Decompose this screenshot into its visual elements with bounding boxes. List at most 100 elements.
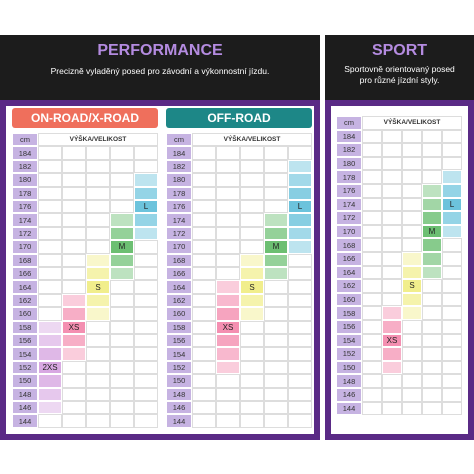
grid-cell	[288, 293, 312, 308]
grid-cell	[402, 224, 422, 239]
size-cell	[382, 360, 402, 375]
grid-cell	[134, 280, 158, 294]
grid-cell	[442, 374, 462, 388]
grid-cell	[264, 334, 288, 348]
grid-cell	[240, 186, 264, 200]
size-cell	[442, 184, 462, 198]
grid-cell	[86, 334, 110, 348]
size-label: S	[249, 282, 255, 292]
grid-cell	[382, 252, 402, 266]
grid-cell	[86, 401, 110, 415]
grid-cell	[362, 252, 382, 266]
height-cell: 176	[166, 200, 192, 214]
size-cell	[442, 197, 462, 212]
size-cell	[422, 211, 442, 225]
height-cell: 180	[336, 156, 362, 171]
grid-cell	[110, 173, 134, 187]
grid-cell	[240, 200, 264, 214]
grid-cell	[134, 253, 158, 267]
grid-cell	[134, 159, 158, 174]
grid-cell	[216, 200, 240, 214]
grid-cell	[216, 173, 240, 187]
grid-cell	[442, 388, 462, 402]
size-cell	[442, 211, 462, 225]
grid-cell	[134, 240, 158, 254]
grid-cell	[264, 414, 288, 428]
grid-cell	[362, 184, 382, 198]
grid-cell	[62, 280, 86, 294]
grid-cell	[134, 414, 158, 428]
grid-cell	[110, 414, 134, 428]
grid-cell	[442, 129, 462, 144]
grid-cell	[62, 267, 86, 281]
grid-cell	[422, 360, 442, 375]
height-cell: 160	[166, 307, 192, 321]
grid-cell	[422, 156, 442, 171]
grid-cell	[422, 292, 442, 307]
size-cell	[216, 307, 240, 321]
grid-cell	[264, 347, 288, 361]
height-cell: 168	[12, 253, 38, 267]
size-cell	[288, 240, 312, 254]
size-cell	[288, 213, 312, 227]
height-cell: 174	[166, 213, 192, 227]
grid-cell	[382, 224, 402, 239]
column-header: VÝŠKA/VELIKOST	[362, 116, 462, 130]
height-cell: 146	[336, 388, 362, 402]
grid-cell	[110, 320, 134, 334]
height-cell: 158	[166, 320, 192, 334]
size-cell	[422, 224, 442, 239]
grid-cell	[240, 334, 264, 348]
height-cell: 148	[336, 374, 362, 388]
grid-cell	[192, 334, 216, 348]
grid-cell	[134, 401, 158, 415]
grid-cell	[86, 414, 110, 428]
grid-cell	[264, 374, 288, 388]
size-label: XS	[386, 335, 398, 345]
size-label: S	[409, 281, 415, 291]
grid-cell	[288, 280, 312, 294]
grid-cell	[38, 186, 62, 200]
height-cell: 150	[166, 374, 192, 388]
column-header: VÝŠKA/VELIKOST	[192, 133, 312, 147]
grid-cell	[362, 279, 382, 293]
grid-cell	[240, 213, 264, 227]
grid-cell	[362, 170, 382, 184]
grid-cell	[240, 146, 264, 160]
grid-cell	[422, 129, 442, 144]
height-cell: 166	[166, 267, 192, 281]
height-cell: 172	[166, 226, 192, 241]
size-cell	[216, 347, 240, 361]
grid-cell	[288, 374, 312, 388]
grid-cell	[288, 146, 312, 160]
grid-cell	[62, 401, 86, 415]
grid-cell	[264, 360, 288, 375]
grid-cell	[264, 293, 288, 308]
unit-header: cm	[12, 133, 38, 147]
grid-cell	[86, 213, 110, 227]
column-header: VÝŠKA/VELIKOST	[38, 133, 158, 147]
grid-cell	[362, 224, 382, 239]
height-cell: 160	[336, 292, 362, 307]
grid-cell	[62, 200, 86, 214]
size-cell	[422, 252, 442, 266]
grid-cell	[86, 146, 110, 160]
grid-cell	[422, 279, 442, 293]
grid-cell	[264, 387, 288, 401]
size-cell	[62, 293, 86, 308]
height-cell: 146	[166, 401, 192, 415]
height-cell: 162	[12, 293, 38, 308]
grid-cell	[288, 334, 312, 348]
performance-header: PERFORMANCE Precizně vyladěný posed pro …	[0, 35, 320, 100]
grid-cell	[422, 374, 442, 388]
grid-cell	[442, 333, 462, 348]
grid-cell	[362, 238, 382, 252]
grid-cell	[192, 146, 216, 160]
grid-cell	[288, 267, 312, 281]
size-cell	[38, 334, 62, 348]
size-cell	[134, 200, 158, 214]
grid-cell	[402, 347, 422, 361]
grid-cell	[402, 388, 422, 402]
grid-cell	[362, 374, 382, 388]
grid-cell	[442, 238, 462, 252]
